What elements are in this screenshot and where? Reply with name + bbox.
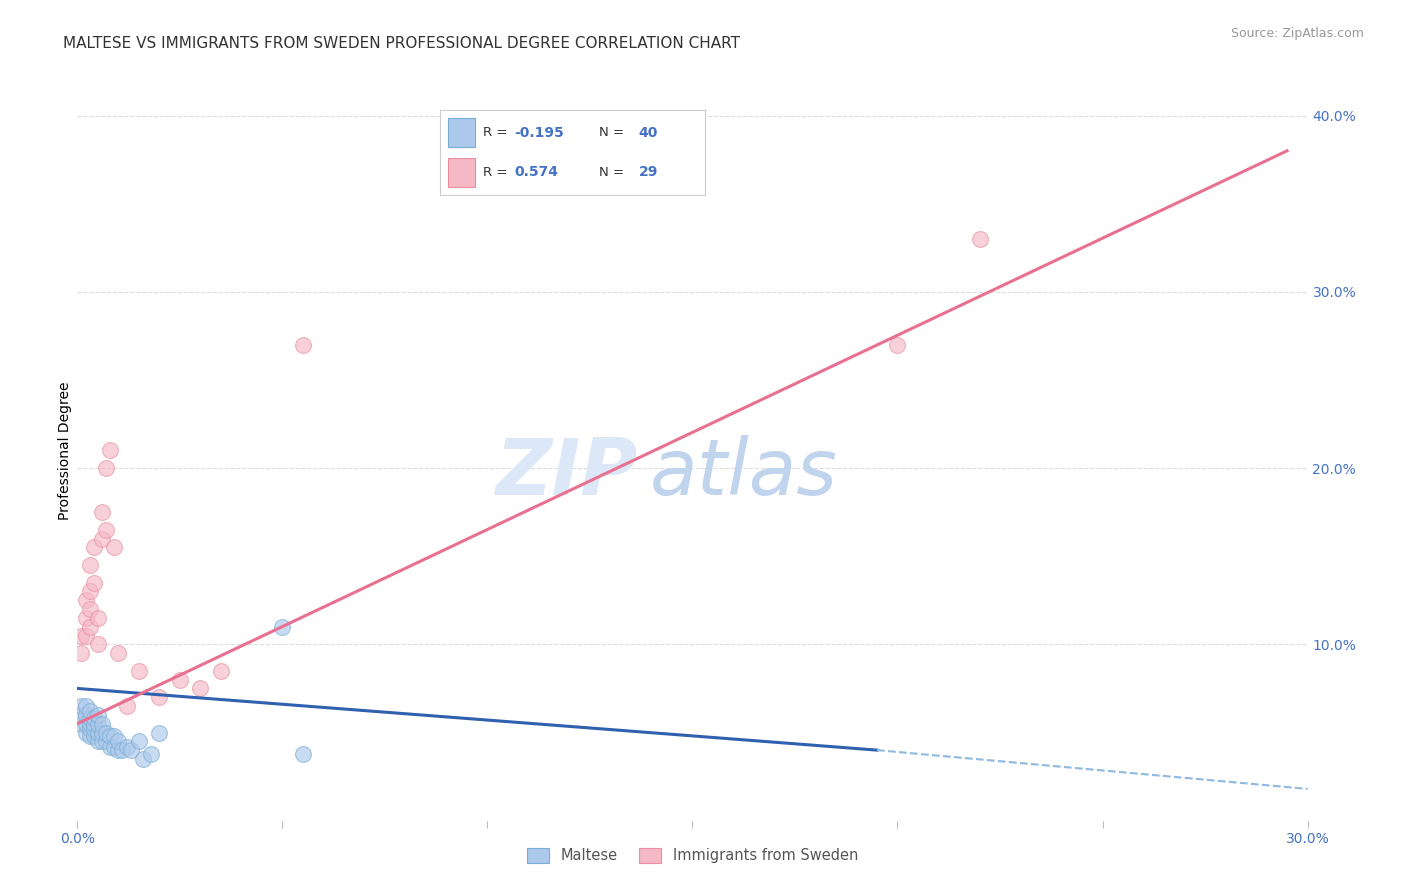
Point <box>291 747 314 761</box>
Point <box>83 711 105 725</box>
Point <box>87 716 110 731</box>
Point <box>87 637 110 651</box>
Point <box>94 725 117 739</box>
Point <box>79 716 101 731</box>
Point <box>209 664 232 678</box>
Point <box>98 443 121 458</box>
Point <box>115 739 138 754</box>
Point <box>75 707 97 722</box>
Point <box>75 725 97 739</box>
Point <box>79 558 101 572</box>
Point <box>107 743 129 757</box>
Point <box>111 743 134 757</box>
Point <box>90 734 114 748</box>
Point <box>83 729 105 743</box>
Point <box>148 725 170 739</box>
Point <box>148 690 170 705</box>
Point <box>120 743 142 757</box>
Point <box>79 602 101 616</box>
Point <box>188 681 212 696</box>
Point <box>87 707 110 722</box>
Text: MALTESE VS IMMIGRANTS FROM SWEDEN PROFESSIONAL DEGREE CORRELATION CHART: MALTESE VS IMMIGRANTS FROM SWEDEN PROFES… <box>63 36 741 51</box>
Point <box>169 673 191 687</box>
Point <box>75 716 97 731</box>
Point <box>79 729 101 743</box>
Point <box>79 711 101 725</box>
Point <box>107 734 129 748</box>
Text: ZIP: ZIP <box>495 434 637 511</box>
Point <box>103 729 125 743</box>
Point <box>271 620 294 634</box>
Point <box>83 541 105 555</box>
Point <box>141 747 163 761</box>
Point <box>98 739 121 754</box>
Point <box>103 541 125 555</box>
Text: Source: ZipAtlas.com: Source: ZipAtlas.com <box>1230 27 1364 40</box>
Point <box>969 232 991 246</box>
Point <box>83 716 105 731</box>
Point <box>79 584 101 599</box>
Y-axis label: Professional Degree: Professional Degree <box>58 381 72 520</box>
Point <box>75 628 97 642</box>
Point <box>70 707 93 722</box>
Point <box>70 628 93 642</box>
Point <box>94 523 117 537</box>
Point <box>107 646 129 660</box>
Point <box>75 611 97 625</box>
Point <box>87 611 110 625</box>
Point <box>90 532 114 546</box>
Point <box>291 337 314 351</box>
Point <box>115 699 138 714</box>
Point <box>90 716 114 731</box>
Point <box>70 716 93 731</box>
Point <box>94 461 117 475</box>
Point <box>87 734 110 748</box>
Point <box>87 725 110 739</box>
Point <box>79 620 101 634</box>
Point <box>128 734 150 748</box>
Point <box>75 699 97 714</box>
Point <box>886 337 908 351</box>
Text: atlas: atlas <box>650 434 837 511</box>
Point <box>70 646 93 660</box>
Legend: Maltese, Immigrants from Sweden: Maltese, Immigrants from Sweden <box>520 842 865 869</box>
Point <box>90 725 114 739</box>
Point <box>79 704 101 718</box>
Point <box>79 722 101 736</box>
Point <box>128 664 150 678</box>
Point <box>98 729 121 743</box>
Point <box>103 739 125 754</box>
Point <box>90 505 114 519</box>
Point <box>75 593 97 607</box>
Point <box>83 722 105 736</box>
Point <box>94 734 117 748</box>
Point <box>132 752 155 766</box>
Point <box>83 575 105 590</box>
Point <box>70 699 93 714</box>
